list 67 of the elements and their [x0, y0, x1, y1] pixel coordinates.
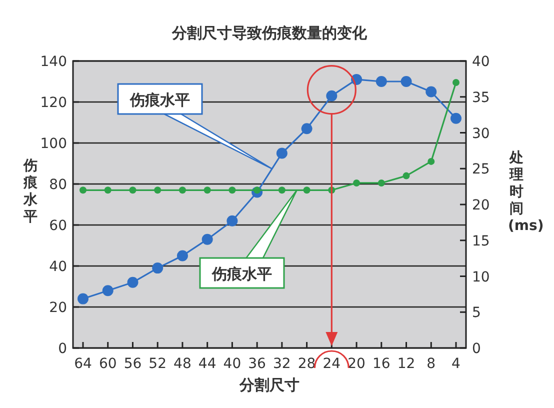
- point: [152, 262, 164, 274]
- point: [78, 293, 88, 304]
- y2-tick-label: 20: [472, 198, 490, 214]
- point: [278, 186, 286, 194]
- x-tick-label: 40: [223, 356, 242, 372]
- y2-tick-label: 0: [472, 341, 481, 357]
- point: [402, 172, 410, 180]
- x-axis-title: 分割尺寸: [238, 376, 300, 394]
- point: [127, 276, 138, 288]
- point: [178, 186, 186, 194]
- point: [104, 186, 112, 194]
- x-tick-label: 4: [452, 356, 461, 372]
- y-tick-label: 100: [40, 136, 67, 152]
- y-tick-label: 120: [40, 95, 67, 111]
- y2-tick-label: 10: [472, 269, 490, 286]
- y2-tick-label: 15: [472, 233, 490, 250]
- point: [228, 186, 236, 194]
- x-tick-label: 60: [98, 356, 117, 372]
- y2-tick-label: 40: [472, 54, 490, 70]
- x-tick-label: 28: [298, 356, 316, 372]
- x-tick-label: 12: [397, 356, 416, 372]
- point: [400, 76, 412, 87]
- point: [303, 186, 310, 194]
- y-tick-label: 40: [49, 259, 67, 275]
- x-tick-label: 32: [273, 356, 291, 372]
- chart-title: 分割尺寸导致伤痕数量的变化: [171, 24, 368, 42]
- point: [450, 112, 462, 124]
- point: [202, 234, 213, 245]
- point: [428, 158, 435, 165]
- x-tick-label: 48: [174, 356, 192, 372]
- y2-tick-label: 35: [472, 90, 490, 106]
- y2-tick-label: 30: [472, 126, 490, 142]
- point: [426, 86, 437, 98]
- x-tick-label: 44: [198, 356, 216, 372]
- y-tick-label: 80: [49, 177, 67, 193]
- y-tick-label: 0: [58, 341, 67, 357]
- point: [276, 148, 288, 159]
- x-tick-label: 36: [248, 356, 266, 372]
- point: [204, 186, 211, 194]
- point: [80, 186, 86, 194]
- point: [226, 215, 238, 226]
- point: [129, 186, 136, 194]
- y-tick-label: 20: [49, 300, 67, 316]
- point: [301, 123, 312, 134]
- text: 伤痕水平: [211, 265, 272, 283]
- y2-axis-title: 处理时间 (ms): [508, 150, 544, 235]
- text: 伤痕水平: [129, 91, 190, 109]
- y2-tick-label: 5: [472, 305, 481, 322]
- point: [378, 179, 385, 186]
- point: [102, 285, 114, 296]
- x-tick-label: 52: [148, 356, 167, 372]
- point: [154, 186, 162, 194]
- y-axis-title: 伤痕水平: [22, 158, 38, 226]
- x-tick-label: 56: [124, 356, 142, 372]
- x-tick-label: 16: [372, 356, 390, 372]
- y2-tick-label: 25: [472, 162, 490, 178]
- x-tick-label: 8: [426, 356, 436, 372]
- point: [326, 90, 338, 102]
- x-tick-label: 64: [74, 356, 92, 372]
- point: [353, 179, 360, 186]
- point: [176, 250, 188, 262]
- y-tick-label: 60: [49, 218, 67, 234]
- point: [452, 79, 460, 86]
- y-tick-label: 140: [40, 54, 67, 70]
- point: [376, 76, 387, 87]
- x-tick-label: 20: [348, 356, 366, 372]
- x-tick-label: 24: [322, 356, 341, 372]
